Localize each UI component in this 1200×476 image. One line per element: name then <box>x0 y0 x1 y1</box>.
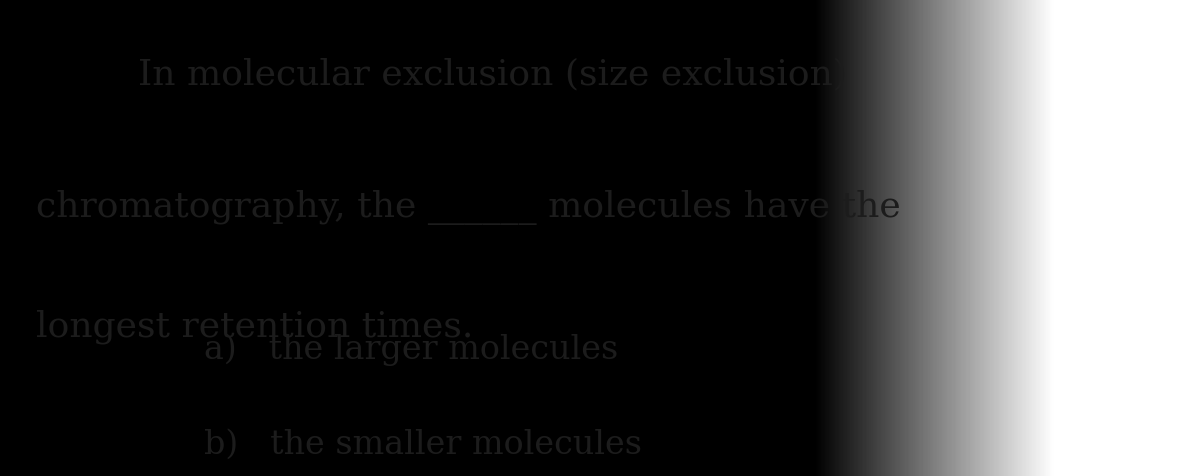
Text: a)   the larger molecules: a) the larger molecules <box>204 333 618 366</box>
Text: b)   the smaller molecules: b) the smaller molecules <box>204 428 642 460</box>
Text: In molecular exclusion (size exclusion): In molecular exclusion (size exclusion) <box>138 57 847 91</box>
Text: chromatography, the ______ molecules have the: chromatography, the ______ molecules hav… <box>36 190 901 226</box>
Text: longest retention times.: longest retention times. <box>36 309 473 344</box>
